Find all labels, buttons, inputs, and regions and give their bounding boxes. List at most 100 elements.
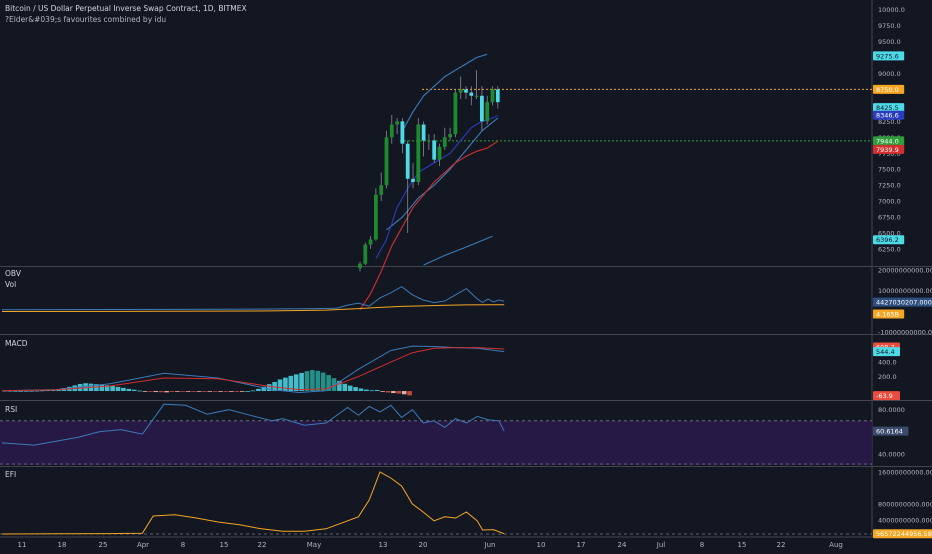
price-label-bg bbox=[873, 309, 905, 319]
y-tick-label: 6500.0 bbox=[878, 230, 901, 238]
candle-body bbox=[474, 95, 479, 97]
x-tick-label: 25 bbox=[99, 541, 108, 549]
y-tick-label: 9750.0 bbox=[878, 22, 901, 30]
macd-histogram-bar bbox=[185, 391, 191, 392]
macd-histogram-bar bbox=[234, 391, 240, 392]
price-label-bg bbox=[873, 529, 932, 539]
x-tick-label: 20 bbox=[419, 541, 428, 549]
candle-body bbox=[453, 92, 458, 135]
candle-body bbox=[400, 121, 405, 144]
y-tick-label: -10000000000.0000 bbox=[878, 328, 932, 336]
macd-histogram-bar bbox=[407, 391, 412, 396]
macd-histogram-bar bbox=[299, 372, 304, 392]
macd-histogram-bar bbox=[277, 379, 283, 392]
y-tick-label: 16000000000.0000 bbox=[878, 469, 932, 477]
macd-histogram-bar bbox=[218, 391, 223, 392]
macd-histogram-bar bbox=[180, 391, 186, 392]
macd-histogram-bar bbox=[13, 390, 18, 392]
x-tick-label: 8 bbox=[700, 541, 704, 549]
price-label: 7944.0 bbox=[876, 137, 899, 145]
macd-histogram-bar bbox=[250, 390, 256, 392]
price-label-bg bbox=[873, 235, 905, 245]
macd-histogram-bar bbox=[115, 386, 121, 392]
x-tick-label: 11 bbox=[18, 541, 27, 549]
macd-histogram-bar bbox=[239, 391, 245, 392]
macd-histogram-bar bbox=[347, 385, 353, 392]
price-label: 6396.2 bbox=[876, 236, 899, 244]
y-tick-label: 20000000000.0000 bbox=[878, 267, 932, 275]
indicator-line bbox=[423, 235, 493, 266]
price-label: 8425.5 bbox=[876, 104, 899, 112]
macd-histogram-bar bbox=[29, 390, 34, 392]
macd-histogram-bar bbox=[7, 390, 13, 392]
macd-histogram-bar bbox=[121, 387, 126, 392]
x-tick-label: 24 bbox=[618, 541, 627, 549]
macd-histogram-bar bbox=[23, 390, 29, 392]
efi-label: EFI bbox=[5, 470, 17, 479]
price-label: 56572244956.5800 bbox=[876, 530, 932, 538]
y-tick-label: 6750.0 bbox=[878, 214, 901, 222]
macd-histogram-bar bbox=[358, 388, 364, 392]
candle-body bbox=[374, 194, 378, 240]
candle-body bbox=[464, 89, 468, 93]
obv-line bbox=[1, 304, 505, 312]
price-label: 4427030207.0000 bbox=[876, 299, 932, 307]
macd-histogram-bar bbox=[18, 390, 24, 392]
y-tick-label: 7000.0 bbox=[878, 198, 901, 206]
vol-label: Vol bbox=[5, 280, 17, 289]
macd-histogram-bar bbox=[34, 390, 40, 392]
macd-label: MACD bbox=[5, 339, 28, 348]
macd-histogram-bar bbox=[153, 391, 159, 393]
x-tick-label: Jun bbox=[484, 541, 496, 549]
candle-body bbox=[490, 89, 495, 103]
price-label-bg bbox=[873, 51, 905, 61]
price-label-bg bbox=[873, 84, 905, 94]
chart-title: Bitcoin / US Dollar Perpetual Inverse Sw… bbox=[5, 4, 247, 13]
macd-histogram-bar bbox=[385, 391, 391, 393]
candle-body bbox=[427, 140, 431, 142]
candle-body bbox=[395, 121, 399, 125]
macd-histogram-bar bbox=[175, 391, 180, 392]
x-tick-label: Apr bbox=[137, 541, 149, 549]
macd-histogram-bar bbox=[245, 391, 250, 392]
x-tick-label: Aug bbox=[829, 541, 843, 549]
price-label-bg bbox=[873, 426, 909, 436]
rsi-label: RSI bbox=[5, 405, 18, 414]
macd-histogram-bar bbox=[396, 391, 402, 394]
candle-body bbox=[448, 134, 452, 138]
candle-body bbox=[389, 124, 394, 138]
macd-histogram-bar bbox=[158, 391, 164, 393]
candle-body bbox=[384, 137, 389, 186]
candle-body bbox=[495, 89, 500, 103]
price-label-bg bbox=[873, 347, 900, 357]
price-label: 4.165B bbox=[876, 310, 899, 318]
macd-histogram-bar bbox=[256, 388, 261, 392]
candle-body bbox=[363, 244, 368, 264]
macd-histogram-bar bbox=[369, 390, 375, 392]
macd-histogram-bar bbox=[131, 389, 137, 392]
price-label-bg bbox=[873, 391, 900, 401]
macd-histogram-bar bbox=[223, 391, 229, 392]
macd-histogram-bar bbox=[83, 383, 88, 392]
candle-body bbox=[416, 124, 421, 182]
macd-histogram-bar bbox=[142, 391, 148, 392]
x-tick-label: 17 bbox=[577, 541, 586, 549]
price-label: 60.6164 bbox=[876, 428, 903, 436]
price-label: 7939.9 bbox=[876, 146, 899, 154]
y-tick-label: 9000.0 bbox=[878, 70, 901, 78]
price-label-bg bbox=[873, 136, 905, 146]
macd-histogram-bar bbox=[191, 391, 196, 392]
y-tick-label: 10000000000.0000 bbox=[878, 287, 932, 295]
y-tick-label: 10000.0 bbox=[878, 6, 905, 14]
price-label: 544.4 bbox=[876, 348, 895, 356]
macd-histogram-bar bbox=[374, 389, 380, 392]
indicator-subtitle: ?Elder&#039;s favourites combined by idu bbox=[5, 15, 167, 24]
price-label: 8750.0 bbox=[876, 86, 899, 94]
x-tick-label: Jul bbox=[656, 541, 666, 549]
macd-histogram-bar bbox=[137, 390, 142, 392]
price-label-bg bbox=[873, 103, 905, 113]
price-label: 9275.6 bbox=[876, 52, 899, 60]
indicator-line bbox=[401, 53, 488, 132]
